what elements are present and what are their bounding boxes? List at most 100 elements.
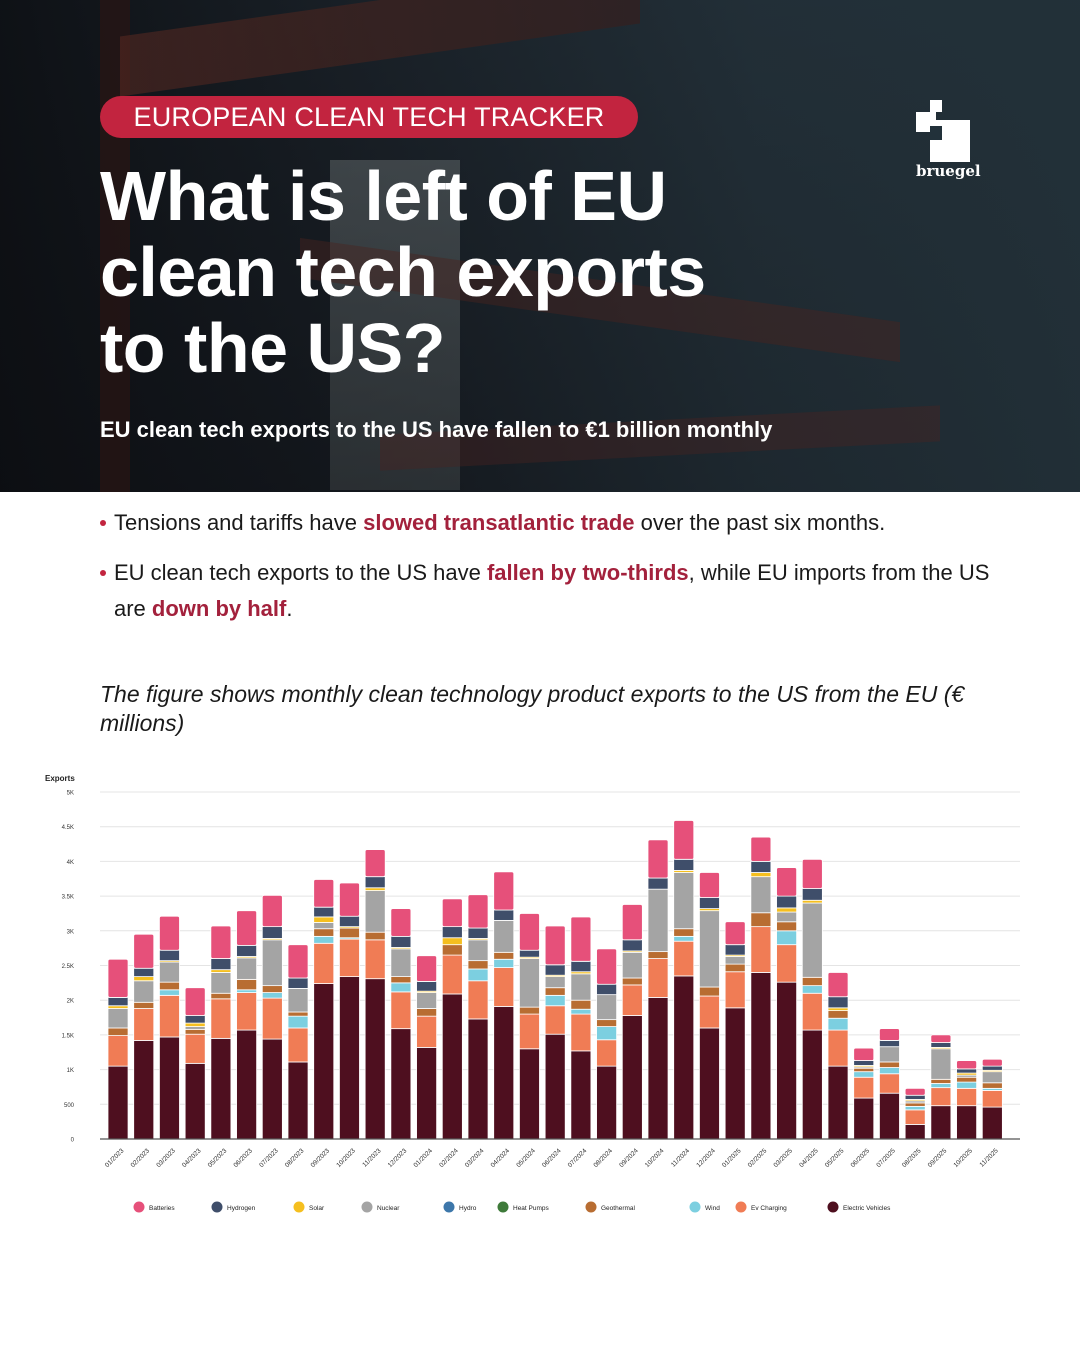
x-tick-label: 09/2024 xyxy=(618,1147,640,1169)
bar-segment-electric-vehicles xyxy=(956,1105,978,1140)
bar-segment-ev-charging xyxy=(647,958,669,998)
bar-segment-hydrogen xyxy=(750,861,772,873)
x-tick-label: 12/2024 xyxy=(695,1147,717,1169)
bar-stack xyxy=(570,916,592,1140)
bullet-highlight: down by half xyxy=(151,596,287,621)
bar-segment-electric-vehicles xyxy=(647,997,669,1140)
bar-segment-geothermal xyxy=(596,1019,618,1027)
legend-item: Geothermal xyxy=(585,1201,636,1213)
bar-segment-batteries xyxy=(133,933,155,969)
bullet-item: EU clean tech exports to the US have fal… xyxy=(100,555,1000,627)
bar-segment-wind xyxy=(853,1071,875,1078)
bar-segment-wind xyxy=(313,935,335,944)
x-tick-label: 06/2024 xyxy=(541,1147,563,1169)
bar-segment-hydrogen xyxy=(621,939,643,952)
bar-segment-ev-charging xyxy=(339,938,360,978)
bar-segment-batteries xyxy=(673,820,695,860)
bar-segment-hydrogen xyxy=(930,1042,952,1048)
bar-segment-ev-charging xyxy=(544,1005,566,1035)
bar-segment-wind xyxy=(596,1026,618,1041)
bar-segment-batteries xyxy=(390,908,412,937)
legend-label: Hydro xyxy=(459,1205,477,1212)
bar-segment-nuclear xyxy=(724,956,746,965)
bullet-text: over the past six months. xyxy=(634,510,886,535)
y-axis-ticks: 0 500 1K 1.5K 2K 2.5K 3K 3.5K 4K 4.5K 5K xyxy=(62,791,75,1144)
bar-segment-nuclear xyxy=(133,980,155,1003)
legend-swatch-icon xyxy=(361,1201,373,1213)
bullet-dot-icon xyxy=(100,570,106,576)
legend-item: Batteries xyxy=(133,1201,175,1213)
bar-segment-hydrogen xyxy=(133,967,155,978)
chart-caption: The figure shows monthly clean technolog… xyxy=(100,681,965,736)
subtitle: EU clean tech exports to the US have fal… xyxy=(100,417,773,442)
bar-segment-hydrogen xyxy=(210,958,232,971)
bar-segment-electric-vehicles xyxy=(930,1105,952,1140)
bar-segment-electric-vehicles xyxy=(133,1040,155,1140)
x-tick-label: 05/2023 xyxy=(207,1147,229,1169)
x-tick-label: 04/2023 xyxy=(181,1147,203,1169)
bar-segment-hydrogen xyxy=(159,949,180,962)
y-tick-label: 3.5K xyxy=(62,895,74,901)
bar-segment-ev-charging xyxy=(750,926,772,973)
title-line: to the US? xyxy=(100,309,445,387)
legend: Batteries Hydrogen Solar Nuclear Hydro Heat P… xyxy=(133,1201,891,1213)
bar-segment-geothermal xyxy=(776,921,798,932)
bar-segment-electric-vehicles xyxy=(570,1050,592,1140)
legend-label: Electric Vehicles xyxy=(843,1205,891,1212)
legend-label: Ev Charging xyxy=(751,1205,787,1212)
bar-stack xyxy=(621,904,643,1140)
bar-segment-ev-charging xyxy=(853,1076,875,1099)
bar-segment-geothermal xyxy=(879,1061,900,1068)
title-line: clean tech exports xyxy=(100,233,706,311)
legend-swatch-icon xyxy=(211,1201,223,1213)
bar-segment-batteries xyxy=(699,872,720,898)
bar-segment-hydrogen xyxy=(416,981,438,992)
bar-segment-batteries xyxy=(416,955,438,982)
bar-segment-geothermal xyxy=(956,1076,978,1083)
bar-segment-wind xyxy=(776,930,798,946)
bar-segment-solar xyxy=(776,907,798,913)
legend-item: Ev Charging xyxy=(735,1201,787,1213)
bar-stack xyxy=(827,972,849,1140)
bar-segment-electric-vehicles xyxy=(981,1106,1003,1140)
legend-label: Heat Pumps xyxy=(513,1205,550,1212)
x-tick-label: 09/2025 xyxy=(927,1147,949,1169)
bar-segment-nuclear xyxy=(416,992,438,1009)
bar-segment-wind xyxy=(827,1017,849,1031)
bar-segment-nuclear xyxy=(647,888,669,953)
bar-segment-ev-charging xyxy=(673,940,695,977)
x-tick-label: 10/2025 xyxy=(952,1147,974,1169)
bar-segment-batteries xyxy=(621,904,643,941)
x-tick-label: 05/2025 xyxy=(824,1147,846,1169)
bar-segment-geothermal xyxy=(441,944,463,956)
x-tick-label: 03/2025 xyxy=(772,1147,794,1169)
bar-segment-ev-charging xyxy=(261,997,283,1040)
bar-segment-geothermal xyxy=(904,1102,926,1107)
bar-segment-wind xyxy=(467,968,489,982)
bar-segment-batteries xyxy=(544,925,566,966)
bar-segment-nuclear xyxy=(750,876,772,914)
bar-segment-solar xyxy=(364,887,386,891)
x-tick-label: 11/2024 xyxy=(670,1147,691,1168)
bar-segment-ev-charging xyxy=(981,1090,1003,1108)
legend-label: Batteries xyxy=(149,1205,175,1212)
bar-segment-nuclear xyxy=(544,976,566,989)
bar-stack xyxy=(544,925,566,1140)
x-tick-label: 05/2024 xyxy=(515,1147,537,1169)
x-tick-label: 06/2025 xyxy=(850,1147,872,1169)
bar-segment-batteries xyxy=(827,972,849,998)
x-tick-label: 11/2023 xyxy=(361,1147,382,1168)
bar-segment-solar xyxy=(107,1005,129,1009)
legend-label: Hydrogen xyxy=(227,1205,256,1212)
bar-segment-nuclear xyxy=(673,872,695,930)
bar-segment-nuclear xyxy=(519,958,540,1008)
bar-segment-nuclear xyxy=(596,994,618,1021)
bar-segment-nuclear xyxy=(570,973,592,1001)
x-tick-label: 10/2023 xyxy=(335,1147,357,1169)
bar-segment-hydrogen xyxy=(467,927,489,939)
bar-segment-wind xyxy=(493,958,515,968)
bar-segment-batteries xyxy=(776,867,798,897)
bar-segment-wind xyxy=(287,1015,309,1029)
bar-segment-nuclear xyxy=(467,939,489,962)
x-tick-label: 07/2025 xyxy=(875,1147,897,1169)
